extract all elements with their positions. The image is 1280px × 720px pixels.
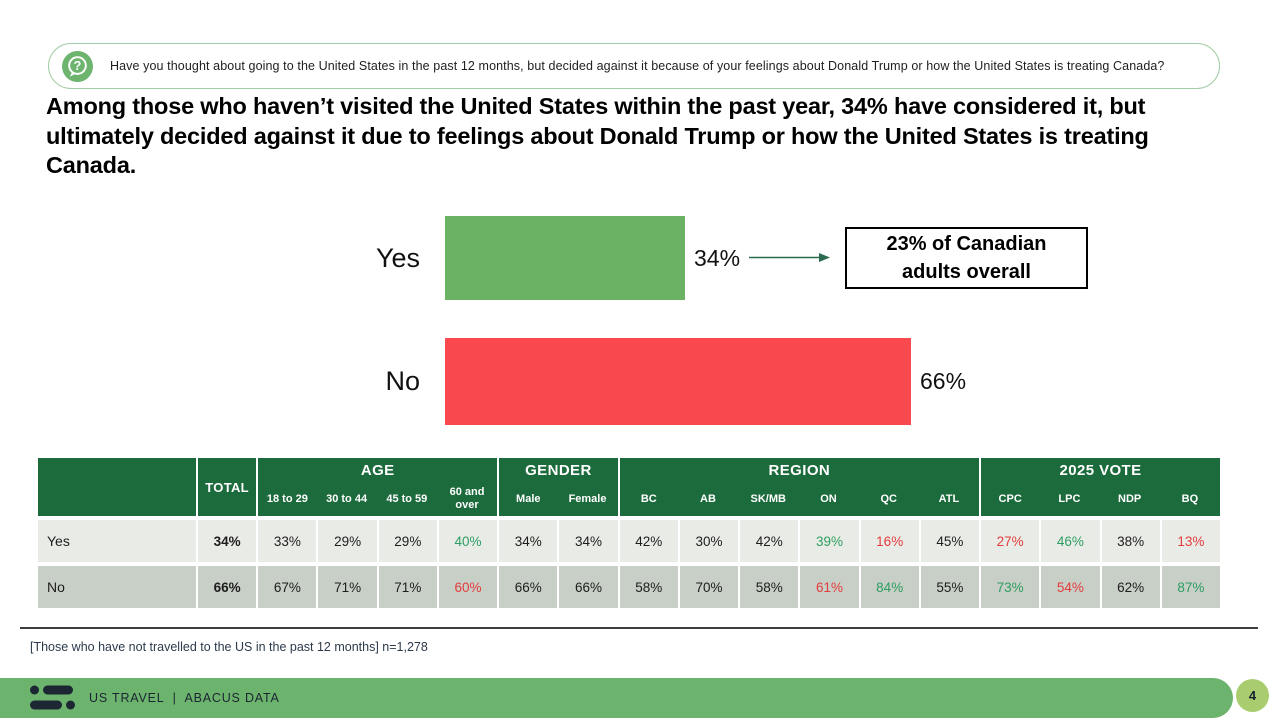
page-number-badge: 4	[1236, 679, 1269, 712]
table-subheader: 18 to 29	[256, 482, 317, 516]
table-cell: 46%	[1039, 520, 1099, 562]
table-group-header: AGE	[256, 458, 498, 482]
table-row-label: Yes	[47, 533, 70, 549]
table-cell: 60%	[436, 566, 497, 608]
table-cell: 42%	[617, 520, 678, 562]
headline: Among those who haven’t visited the Unit…	[46, 93, 1149, 179]
table-group-header: REGION	[617, 458, 980, 482]
table-row: Yes 34% 33% 29% 29% 40% 34% 34% 42% 30% 42% 39% 16% 4…	[38, 520, 1220, 562]
table-group-header: GENDER	[497, 458, 618, 482]
table-cell: 62%	[1099, 566, 1160, 608]
bar-value-no: 66%	[920, 368, 967, 394]
table-row: No 66% 67% 71% 71% 60% 66% 66% 58% 70% 58% 61% 84% 55…	[38, 566, 1220, 608]
table-cell: 27%	[979, 520, 1039, 562]
crosstab-table: TOTAL AGE 18 to 29 30 to 44 45 to 59 60 and o…	[38, 458, 1220, 608]
table-subheader: CPC	[979, 482, 1040, 516]
table-subheader: 60 and over	[436, 482, 498, 516]
table-subheader: 45 to 59	[376, 482, 437, 516]
table-cell: 67%	[256, 566, 316, 608]
question-text: Have you thought about going to the Unit…	[110, 58, 1165, 73]
table-cell: 58%	[617, 566, 678, 608]
table-cell: 34%	[557, 520, 617, 562]
table-cell: 45%	[918, 520, 979, 562]
table-cell: 54%	[1039, 566, 1099, 608]
table-subheader: Female	[557, 482, 618, 516]
table-subheader: BQ	[1159, 482, 1220, 516]
table-group-header: 2025 VOTE	[979, 458, 1220, 482]
svg-text:?: ?	[74, 58, 82, 72]
table-subheader: BC	[617, 482, 678, 516]
table-cell: 73%	[979, 566, 1039, 608]
table-header: TOTAL AGE 18 to 29 30 to 44 45 to 59 60 and o…	[38, 458, 1220, 516]
table-cell: 16%	[858, 520, 919, 562]
bar-label-yes: Yes	[375, 242, 420, 273]
table-cell: 29%	[376, 520, 437, 562]
table-cell: 84%	[858, 566, 919, 608]
question-banner: ? Have you thought about going to the Un…	[48, 43, 1220, 89]
footer-bar: US TRAVEL | ABACUS DATA	[0, 678, 1233, 718]
table-cell: 66%	[557, 566, 617, 608]
table-cell: 70%	[677, 566, 738, 608]
question-bubble-icon: ?	[62, 50, 93, 82]
table-subheader: AB	[677, 482, 739, 516]
table-cell: 34%	[497, 520, 557, 562]
bar-value-yes: 34%	[694, 244, 741, 271]
table-subheader: ON	[798, 482, 859, 516]
table-cell: 40%	[436, 520, 497, 562]
table-total-cell: 66%	[196, 566, 256, 608]
arrow-icon	[748, 249, 832, 266]
table-subheader: QC	[858, 482, 919, 516]
table-row-label: No	[47, 579, 65, 595]
table-cell: 71%	[376, 566, 437, 608]
bar-no	[445, 338, 911, 425]
abacus-logo-icon	[30, 684, 76, 712]
table-subheader: NDP	[1099, 482, 1160, 516]
table-subheader: ATL	[918, 482, 980, 516]
bar-row-no: No 66%	[0, 338, 1280, 425]
callout-box: 23% of Canadian adults overall	[845, 227, 1088, 289]
bar-label-no: No	[385, 366, 420, 396]
callout-text: 23% of Canadian adults overall	[886, 233, 1047, 283]
divider-line	[20, 627, 1258, 629]
table-cell: 39%	[798, 520, 858, 562]
table-subheader: LPC	[1039, 482, 1100, 516]
table-cell: 29%	[316, 520, 376, 562]
page-number: 4	[1248, 688, 1257, 703]
table-body: Yes 34% 33% 29% 29% 40% 34% 34% 42% 30% 42% 39% 16% 4…	[38, 520, 1220, 608]
table-header-total: TOTAL	[196, 458, 257, 516]
table-cell: 30%	[677, 520, 738, 562]
table-cell: 42%	[738, 520, 798, 562]
table-subheader: 30 to 44	[316, 482, 377, 516]
table-cell: 71%	[316, 566, 376, 608]
table-cell: 87%	[1159, 566, 1220, 608]
footnote: [Those who have not travelled to the US …	[30, 640, 428, 654]
table-subheader: Male	[497, 482, 558, 516]
table-corner-cell	[38, 458, 196, 516]
table-subheader: SK/MB	[738, 482, 799, 516]
bar-yes	[445, 216, 685, 300]
table-cell: 38%	[1099, 520, 1160, 562]
table-cell: 66%	[497, 566, 557, 608]
footer-brand-text: US TRAVEL | ABACUS DATA	[89, 691, 280, 705]
table-cell: 13%	[1159, 520, 1220, 562]
table-cell: 61%	[798, 566, 858, 608]
table-cell: 55%	[918, 566, 979, 608]
table-total-cell: 34%	[196, 520, 256, 562]
bar-row-yes: Yes 34%	[0, 216, 1280, 300]
table-cell: 33%	[256, 520, 316, 562]
table-cell: 58%	[738, 566, 798, 608]
